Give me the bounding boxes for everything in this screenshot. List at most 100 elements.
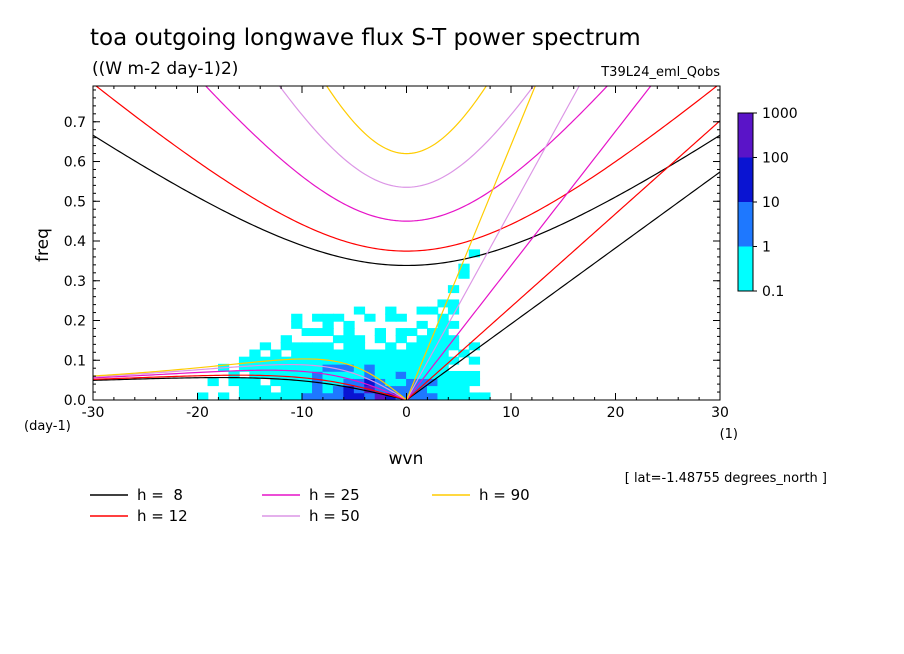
y-tick-label: 0.5 <box>64 194 86 210</box>
power-cell <box>374 328 386 337</box>
power-cell <box>416 378 428 387</box>
power-cell <box>343 342 355 351</box>
power-cell <box>468 378 481 387</box>
power-cell <box>249 363 261 372</box>
x-tick-label: -10 <box>291 405 314 421</box>
power-cell <box>427 370 439 379</box>
power-cell <box>301 356 313 365</box>
power-cell <box>458 270 470 279</box>
power-cell <box>437 320 449 329</box>
power-cell <box>332 356 345 365</box>
power-cell <box>238 363 251 372</box>
power-cell <box>249 385 261 394</box>
power-cell <box>427 328 439 337</box>
power-cell <box>312 370 324 379</box>
power-cell <box>395 328 407 337</box>
rossby-curve-h8 <box>93 376 407 400</box>
power-cell <box>249 378 261 387</box>
power-cell <box>385 349 397 358</box>
power-cell <box>332 370 345 379</box>
power-cell <box>332 363 345 372</box>
power-cell <box>343 392 355 400</box>
power-cell <box>312 363 324 372</box>
power-cell <box>270 349 282 358</box>
power-cell <box>427 385 439 394</box>
gravity-curve-h8 <box>93 134 720 267</box>
power-cell <box>280 385 292 394</box>
power-cell <box>427 306 439 315</box>
kelvin-curve-h25 <box>406 86 652 400</box>
power-cell <box>395 378 407 387</box>
power-cell <box>395 363 407 372</box>
colorbar-label: 100 <box>762 151 789 167</box>
power-cell <box>374 370 386 379</box>
power-cell <box>364 392 376 400</box>
rossby-curve-h90 <box>93 358 407 400</box>
power-cell <box>374 392 386 400</box>
x-tick-label: 30 <box>711 405 729 421</box>
power-cell <box>259 342 272 351</box>
latitude-footnote: [ lat=-1.48755 degrees_north ] <box>625 471 827 486</box>
power-cell <box>322 313 334 322</box>
power-cell <box>427 356 439 365</box>
colorbar-label: 1000 <box>762 106 798 122</box>
power-cell <box>374 363 386 372</box>
power-cell <box>437 342 449 351</box>
power-cell <box>301 378 313 387</box>
power-cell <box>437 299 449 308</box>
power-cell <box>238 378 251 387</box>
power-cell <box>374 335 386 344</box>
power-cell <box>197 392 209 400</box>
power-cell <box>416 349 428 358</box>
power-cell <box>291 349 303 358</box>
rossby-curve-h12 <box>93 374 407 400</box>
kelvin-curve-h12 <box>406 120 720 400</box>
power-cell <box>343 363 355 372</box>
power-cell <box>395 385 407 394</box>
power-cell <box>406 370 418 379</box>
power-cell <box>406 349 418 358</box>
y-tick-label: 0.0 <box>64 393 86 409</box>
power-cell <box>427 363 439 372</box>
power-cell <box>312 356 324 365</box>
power-cell <box>447 320 460 329</box>
power-cell <box>406 328 418 337</box>
power-cell <box>322 342 334 351</box>
power-cell <box>416 392 428 400</box>
power-cell <box>416 320 428 329</box>
power-cell <box>353 306 366 315</box>
power-cell <box>406 363 418 372</box>
kelvin-curve-h8 <box>406 171 720 400</box>
power-cell <box>437 378 449 387</box>
power-cell <box>343 385 355 394</box>
legend-label-h90: h = 90 <box>479 486 530 504</box>
power-cell <box>395 313 407 322</box>
power-cell <box>301 385 313 394</box>
colorbar-label: 1 <box>762 240 771 256</box>
x-tick-label: -30 <box>82 405 105 421</box>
power-cell <box>385 385 397 394</box>
power-cell <box>280 335 292 344</box>
curve-legend: h = 8 h = 12 h = 25 h = 50 h = 90 <box>90 486 530 525</box>
power-cell <box>364 349 376 358</box>
power-cell <box>343 328 355 337</box>
y-axis-label: freq <box>33 228 53 262</box>
power-cell <box>416 370 428 379</box>
power-cell <box>343 349 355 358</box>
x-tick-label: -20 <box>186 405 209 421</box>
power-cell <box>322 349 334 358</box>
power-cell <box>437 370 449 379</box>
power-cell <box>332 385 345 394</box>
chart-title: toa outgoing longwave flux S-T power spe… <box>90 25 641 51</box>
power-cell <box>291 320 303 329</box>
power-cell <box>416 342 428 351</box>
y-axis-unit: (day-1) <box>24 419 71 434</box>
power-cell <box>406 356 418 365</box>
power-cell <box>395 356 407 365</box>
colorbar-label: 10 <box>762 195 780 211</box>
x-tick-label: 10 <box>502 405 520 421</box>
power-cell <box>458 263 470 272</box>
power-cell <box>447 285 460 294</box>
power-cell <box>437 392 449 400</box>
power-cell <box>249 349 261 358</box>
